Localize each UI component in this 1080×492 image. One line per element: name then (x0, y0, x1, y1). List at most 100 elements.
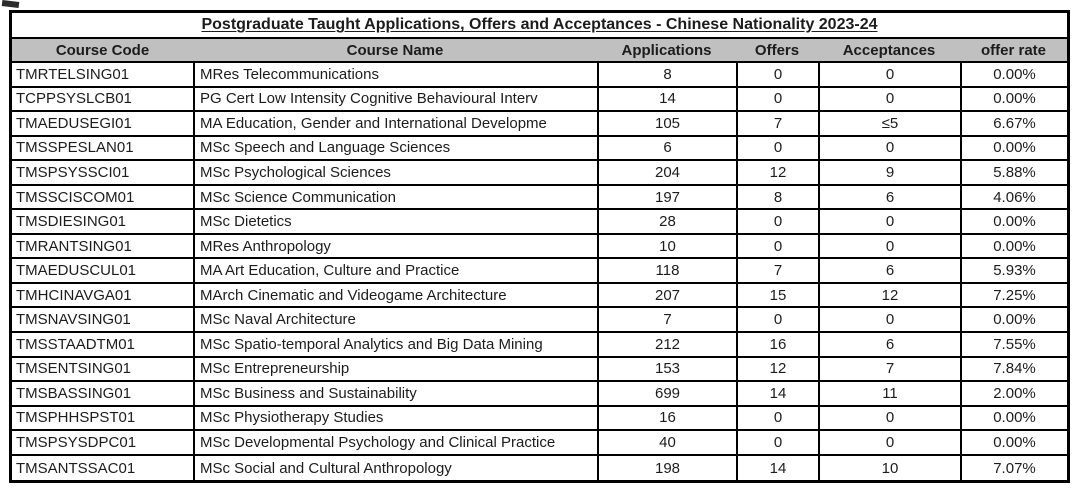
cell-offers: 0 (736, 308, 818, 332)
cell-offer_rate: 4.06% (960, 185, 1067, 209)
cell-code: TMRTELSING01 (16, 65, 130, 83)
cell-applications: 14 (597, 87, 736, 111)
cell-name: MRes Anthropology (193, 234, 597, 258)
cell-applications: 197 (597, 185, 736, 209)
table-row: TMSNAVSING01 MSc Naval Architecture 7 0 0 0.0… (12, 308, 1067, 334)
cell-code: TMAEDUSCUL01 (16, 262, 137, 280)
cell-offers: 12 (736, 357, 818, 381)
cell-code: TMSDIESING01 (16, 213, 127, 231)
cell-offer_rate: 7.07% (960, 455, 1067, 481)
cell-offer_rate: 0.00% (960, 234, 1067, 258)
cell-code: TMSENTSING01 (16, 360, 132, 378)
cell-acceptances: 0 (818, 308, 960, 332)
cell-code: TMSSCISCOM01 (16, 188, 135, 206)
column-header-offer_rate: offer rate (980, 41, 1047, 59)
table-row: TCPPSYSLCB01 PG Cert Low Intensity Cognit… (12, 87, 1067, 113)
cell-acceptances: 9 (818, 161, 960, 184)
table-row: TMAEDUSEGI01 MA Education, Gender and Int… (12, 112, 1067, 137)
cell-acceptances: 6 (818, 259, 960, 282)
cell-code: TMRANTSING01 (16, 237, 132, 255)
cell-offer_rate: 0.00% (960, 63, 1067, 86)
cell-offers: 0 (736, 136, 818, 160)
cell-code: TMHCINAVGA01 (16, 286, 132, 304)
cell-offer_rate: 0.00% (960, 406, 1067, 430)
cell-code: TMAEDUSEGI01 (16, 114, 132, 132)
column-header-name: Course Name (346, 41, 444, 59)
cell-name: MRes Telecommunications (193, 63, 597, 86)
column-header-applications: Applications (621, 41, 712, 59)
cell-name: MSc Physiotherapy Studies (193, 406, 597, 430)
cell-code: TMSPSYSSCI01 (16, 163, 130, 181)
cell-applications: 212 (597, 333, 736, 356)
cell-acceptances: 0 (818, 431, 960, 454)
cell-offers: 0 (736, 431, 818, 454)
table-row: TMSPSYSDPC01 MSc Developmental Psychology… (12, 431, 1067, 456)
table-row: TMSSCISCOM01 MSc Science Communication 197… (12, 185, 1067, 211)
cell-offers: 15 (736, 283, 818, 307)
cell-offers: 16 (736, 333, 818, 356)
column-header-acceptances: Acceptances (842, 41, 936, 59)
cell-applications: 7 (597, 308, 736, 332)
cell-code: TMSANTSSAC01 (16, 459, 136, 477)
cell-acceptances: ≤5 (818, 112, 960, 135)
cell-code: TMSNAVSING01 (16, 311, 131, 329)
table-title: Postgraduate Taught Applications, Offers… (12, 13, 1067, 39)
table-row: TMSDIESING01 MSc Dietetics 28 0 0 0.00% (12, 210, 1067, 235)
cell-name: MSc Science Communication (193, 185, 597, 209)
cell-offer_rate: 0.00% (960, 431, 1067, 454)
screenshot-crop-artifact (1, 0, 20, 9)
cell-acceptances: 10 (818, 455, 960, 481)
cell-name: MSc Business and Sustainability (193, 382, 597, 405)
cell-applications: 10 (597, 234, 736, 258)
cell-applications: 105 (597, 112, 736, 135)
cell-code: TCPPSYSLCB01 (16, 90, 132, 108)
cell-acceptances: 7 (818, 357, 960, 381)
cell-name: PG Cert Low Intensity Cognitive Behaviou… (193, 87, 597, 111)
cell-offers: 0 (736, 210, 818, 233)
table-row: TMSPHHSPST01 MSc Physiotherapy Studies 16 0… (12, 406, 1067, 432)
column-header-offers: Offers (754, 41, 800, 59)
table-row: TMSSTAADTM01 MSc Spatio-temporal Analytic… (12, 333, 1067, 358)
cell-offer_rate: 0.00% (960, 308, 1067, 332)
table-row: TMSANTSSAC01 MSc Social and Cultural Anth… (12, 455, 1067, 481)
cell-name: MSc Entrepreneurship (193, 357, 597, 381)
table-row: TMHCINAVGA01 MArch Cinematic and Videogam… (12, 283, 1067, 309)
cell-name: MSc Social and Cultural Anthropology (193, 455, 597, 481)
cell-name: MArch Cinematic and Videogame Architectu… (193, 283, 597, 307)
cell-applications: 40 (597, 431, 736, 454)
cell-offer_rate: 2.00% (960, 382, 1067, 405)
table-row: TMRTELSING01 MRes Telecommunications 8 0 0 0.… (12, 63, 1067, 88)
cell-acceptances: 11 (818, 382, 960, 405)
table-row: TMSBASSING01 MSc Business and Sustainabil… (12, 382, 1067, 407)
cell-offers: 12 (736, 161, 818, 184)
cell-applications: 16 (597, 406, 736, 430)
cell-offers: 0 (736, 63, 818, 86)
cell-offers: 7 (736, 259, 818, 282)
cell-name: MSc Dietetics (193, 210, 597, 233)
cell-offer_rate: 0.00% (960, 210, 1067, 233)
cell-applications: 153 (597, 357, 736, 381)
cell-acceptances: 0 (818, 87, 960, 111)
cell-code: TMSSPESLAN01 (16, 139, 134, 157)
cell-applications: 207 (597, 283, 736, 307)
cell-name: MA Education, Gender and International D… (193, 112, 597, 135)
cell-name: MSc Speech and Language Sciences (193, 136, 597, 160)
table-body: TMRTELSING01 MRes Telecommunications 8 0 0 0.… (12, 63, 1067, 481)
table-row: TMSSPESLAN01 MSc Speech and Language Scie… (12, 136, 1067, 162)
table-row: TMSPSYSSCI01 MSc Psychological Sciences 20… (12, 161, 1067, 186)
table-row: TMSENTSING01 MSc Entrepreneurship 153 12 7 7.… (12, 357, 1067, 383)
cell-acceptances: 12 (818, 283, 960, 307)
cell-code: TMSBASSING01 (16, 384, 132, 402)
cell-offer_rate: 0.00% (960, 136, 1067, 160)
cell-code: TMSSTAADTM01 (16, 335, 135, 353)
cell-offer_rate: 7.84% (960, 357, 1067, 381)
cell-offers: 0 (736, 234, 818, 258)
cell-acceptances: 0 (818, 63, 960, 86)
cell-offer_rate: 0.00% (960, 87, 1067, 111)
cell-offer_rate: 5.93% (960, 259, 1067, 282)
cell-offer_rate: 5.88% (960, 161, 1067, 184)
cell-acceptances: 0 (818, 210, 960, 233)
cell-offer_rate: 7.25% (960, 283, 1067, 307)
cell-applications: 118 (597, 259, 736, 282)
cell-applications: 28 (597, 210, 736, 233)
